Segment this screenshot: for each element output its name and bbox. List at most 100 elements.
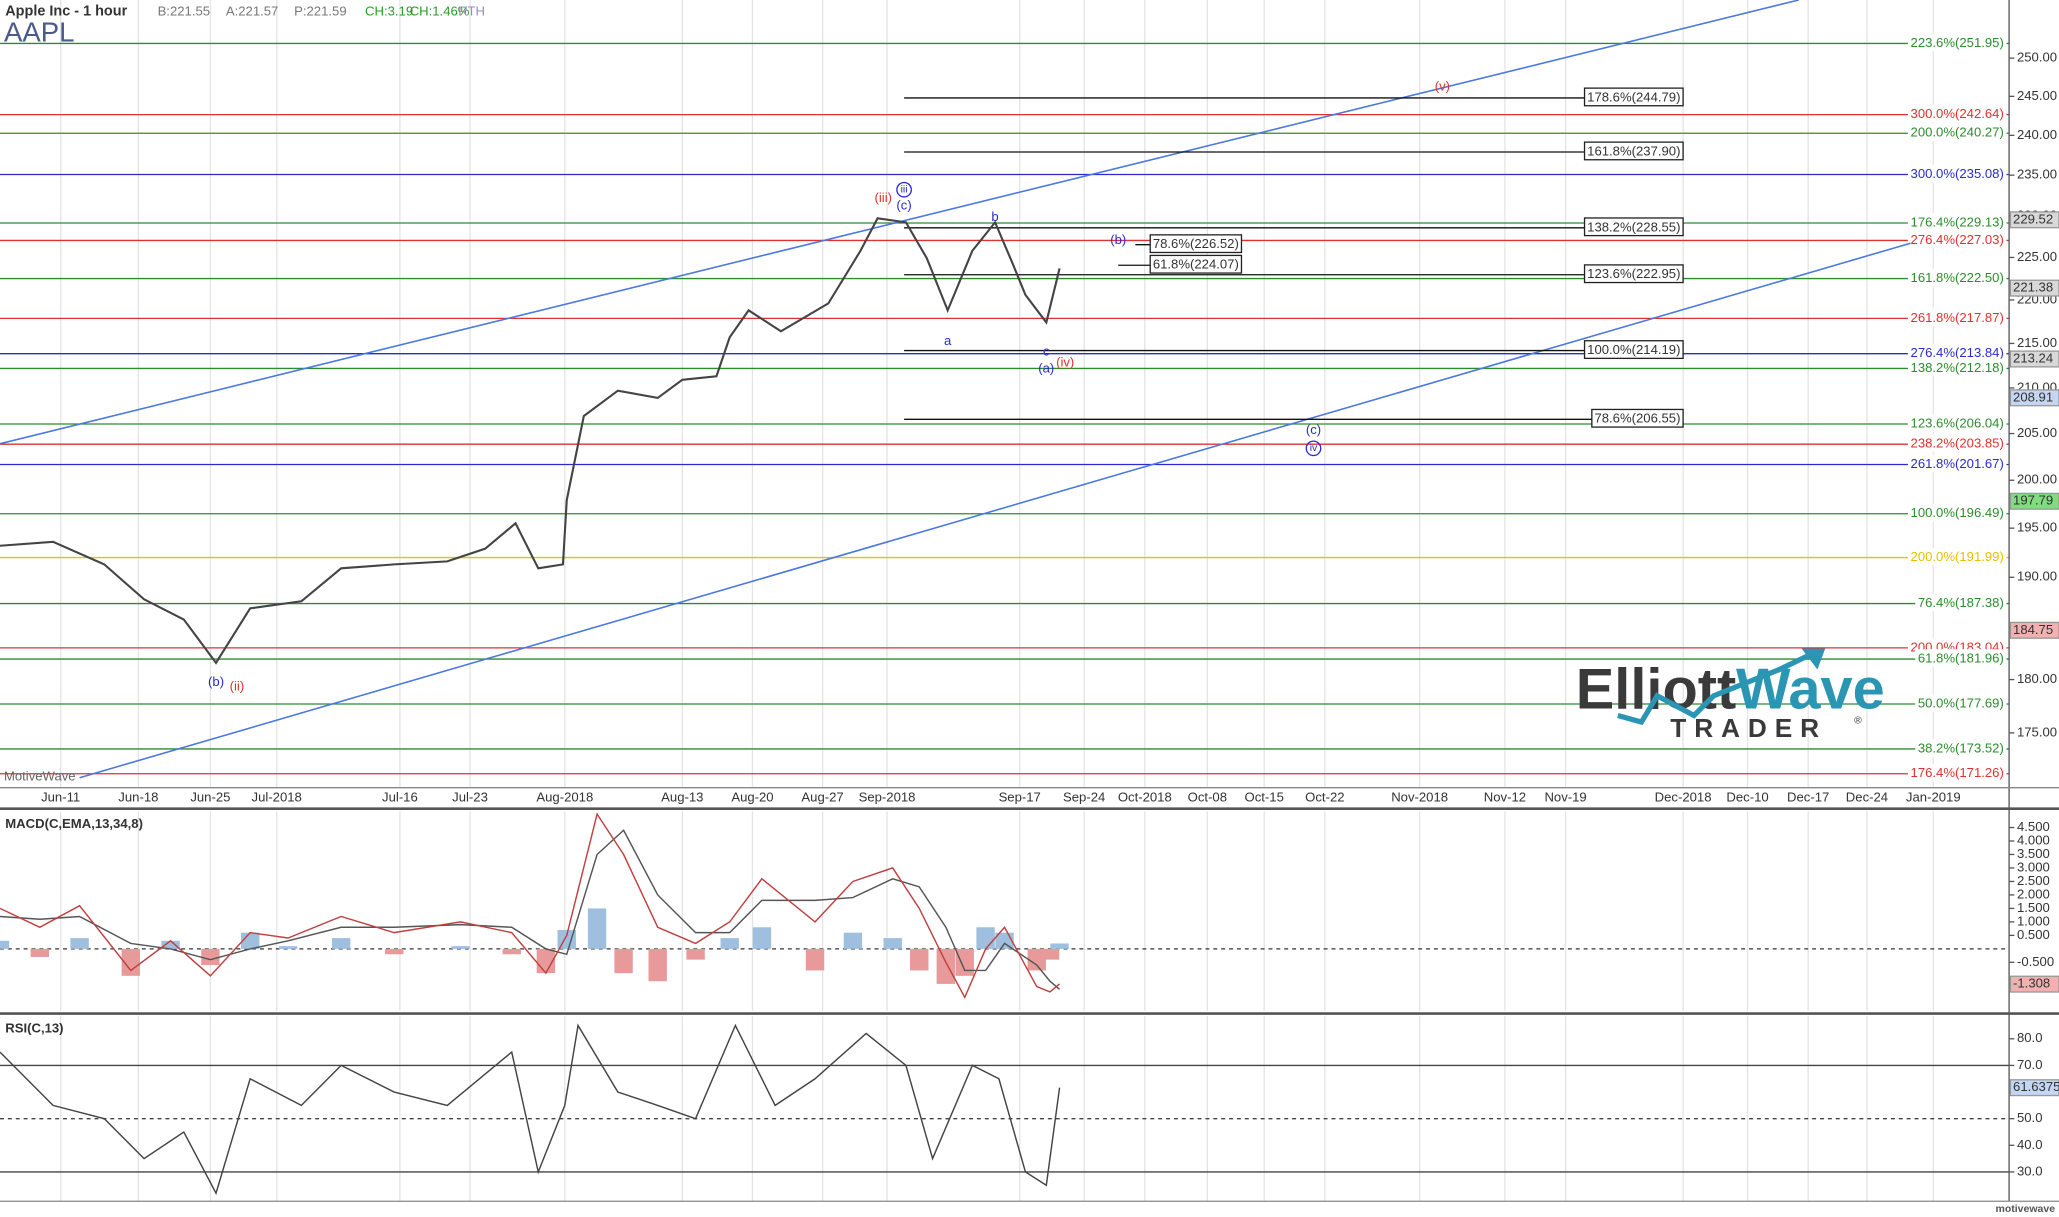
price-tag-label: 229.52: [2013, 211, 2053, 226]
wave-circle: [896, 181, 912, 198]
histogram-bar: [910, 948, 929, 971]
fib-level-label: 176.4%(171.26): [1911, 765, 2004, 780]
fib-level-label: 38.2%(173.52): [1918, 740, 2004, 755]
logo-mark: ®: [1854, 715, 1862, 727]
panel-title: MACD(C,EMA,13,34,8): [5, 816, 143, 831]
histogram-bar: [70, 938, 89, 949]
x-tick-label: Dec-24: [1846, 790, 1888, 805]
histogram-bar: [614, 948, 633, 974]
fib-level-label: 100.0%(196.49): [1911, 505, 2004, 520]
histogram-bar: [331, 938, 351, 949]
projection-label: 138.2%(228.55): [1587, 219, 1680, 234]
projection-label: 100.0%(214.19): [1587, 342, 1680, 357]
change-pct: CH:1.46%: [410, 3, 470, 18]
x-tick-label: Jul-16: [382, 790, 418, 805]
y-tick-label: 245.00: [2017, 88, 2057, 103]
panel-title: RSI(C,13): [5, 1021, 63, 1036]
projection-label: 61.8%(224.07): [1153, 257, 1239, 272]
projection-label: 161.8%(237.90): [1587, 143, 1680, 158]
label-box: [1907, 343, 2007, 362]
y-tick-label: 235.00: [2017, 167, 2057, 182]
wave-label: (b): [208, 674, 224, 689]
histogram-bar: [805, 948, 825, 971]
x-tick-label: Sep-2018: [859, 790, 916, 805]
wave-label: (ii): [230, 678, 245, 693]
fib-level-label: 123.6%(206.04): [1911, 415, 2004, 430]
histogram-bar: [161, 940, 180, 949]
y-tick-label: 205.00: [2017, 425, 2057, 440]
label-box: [1907, 268, 2007, 287]
histogram-bar: [955, 948, 974, 976]
label-box: [1583, 264, 1684, 284]
x-tick-label: Oct-2018: [1118, 790, 1172, 805]
histogram-bar: [720, 938, 739, 949]
fib-level-label: 200.0%(240.27): [1911, 125, 2004, 140]
fib-level-label: 76.4%(187.38): [1918, 595, 2004, 610]
label-box: [1149, 234, 1243, 254]
label-box: [1907, 434, 2007, 452]
x-tick-label: Jul-2018: [252, 790, 302, 805]
histogram-bar: [976, 927, 995, 949]
price-tag: [2009, 1079, 2059, 1097]
y-tick-label: 195.00: [2017, 520, 2057, 535]
y-tick-label: 50.0: [2017, 1110, 2043, 1125]
wave-label: (c): [896, 197, 911, 212]
x-tick-label: Nov-19: [1544, 790, 1586, 805]
price-tag-label: 213.24: [2013, 350, 2053, 365]
histogram-bar: [121, 948, 140, 976]
rsi-line: [0, 1023, 1061, 1196]
fib-level-label: 223.6%(251.95): [1911, 35, 2004, 50]
bid: B:221.55: [158, 3, 210, 18]
chart-title: Apple Inc - 1 hour: [5, 4, 127, 20]
label-box: [1583, 87, 1684, 107]
y-tick-label: 2.500: [2017, 873, 2050, 888]
x-tick-label: Jun-18: [118, 790, 158, 805]
x-tick-label: Jul-23: [452, 790, 488, 805]
wave-label: (a): [1038, 361, 1054, 376]
histogram-bar: [201, 948, 220, 966]
fib-level-label: 61.8%(181.96): [1918, 651, 2004, 666]
x-tick-label: Jun-11: [41, 790, 80, 805]
logo-swoosh: [1617, 651, 1814, 726]
x-tick-label: Dec-2018: [1655, 790, 1712, 805]
label-box: [1907, 164, 2007, 183]
label-box: [1907, 213, 2007, 231]
histogram-bar: [240, 932, 260, 949]
y-tick-label: 190.00: [2017, 569, 2057, 584]
label-box: [1907, 358, 2007, 377]
label-box: [1583, 217, 1684, 237]
histogram-bar: [0, 940, 10, 949]
y-tick-label: 180.00: [2017, 671, 2057, 686]
label-box: [1907, 308, 2007, 327]
y-tick-label: 1.500: [2017, 900, 2050, 915]
label-box: [1907, 104, 2007, 123]
wave-label: iv: [1310, 442, 1318, 454]
x-tick-label: Dec-17: [1787, 790, 1829, 805]
price-tag-label: 61.6375: [2013, 1079, 2059, 1094]
x-tick-label: Aug-2018: [536, 790, 593, 805]
x-tick-label: Oct-08: [1188, 790, 1227, 805]
label-box: [1907, 454, 2007, 473]
y-tick-label: 2.000: [2017, 886, 2050, 901]
fib-level-label: 200.0%(191.99): [1911, 549, 2004, 564]
price-tag: [2009, 211, 2059, 229]
x-tick-label: Aug-13: [661, 790, 703, 805]
watermark: MotiveWave: [4, 769, 76, 784]
x-tick-label: Oct-22: [1305, 790, 1344, 805]
label-box: [1915, 649, 2007, 667]
histogram-bar: [587, 908, 607, 949]
logo-text: TRADER: [1670, 713, 1827, 743]
label-box: [1907, 503, 2007, 522]
x-tick-label: Sep-17: [999, 790, 1041, 805]
fib-level-label: 261.8%(201.67): [1911, 456, 2004, 471]
label-box: [1915, 593, 2007, 612]
macd-line: [0, 812, 1061, 1000]
logo-text: Elliott: [1576, 657, 1736, 721]
logo-arrow: [1801, 648, 1826, 670]
session: RTH: [458, 3, 485, 18]
fib-level-label: 161.8%(222.50): [1911, 270, 2004, 285]
fib-level-label: 50.0%(177.69): [1918, 695, 2004, 710]
